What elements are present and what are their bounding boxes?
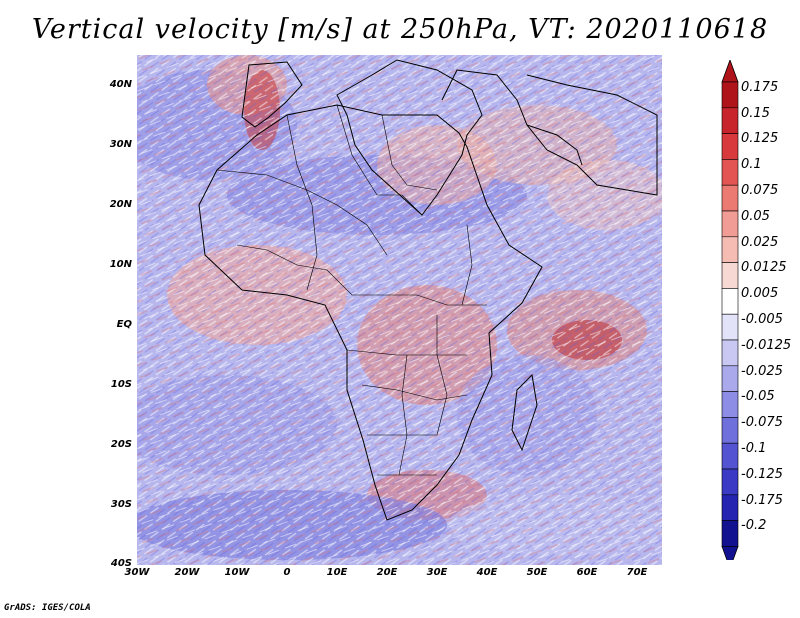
lat-label: 10N (109, 259, 132, 270)
lon-label: 70E (626, 567, 648, 578)
colorbar-label: -0.2 (741, 518, 767, 534)
colorbar-box (721, 81, 739, 109)
colorbar (721, 60, 739, 560)
colorbar-box (721, 262, 739, 289)
lat-label: 10S (110, 379, 132, 390)
colorbar-label: 0.005 (741, 286, 779, 302)
map-plot (137, 55, 662, 565)
colorbar-label: -0.175 (741, 492, 783, 508)
colorbar-box (721, 365, 739, 392)
colorbar-box (721, 288, 739, 315)
lon-label: 10E (326, 567, 348, 578)
lat-label: EQ (116, 319, 132, 330)
colorbar-label: 0.175 (741, 79, 779, 95)
lat-label: 20N (109, 199, 132, 210)
colorbar-label: 0.05 (741, 208, 770, 224)
colorbar-label: -0.025 (741, 363, 783, 379)
colorbar-label: 0.15 (741, 105, 770, 121)
coastlines (198, 59, 658, 521)
colorbar-box (721, 236, 739, 263)
colorbar-label: 0.1 (741, 157, 762, 173)
colorbar-label: -0.0125 (741, 337, 792, 353)
lat-label: 30S (110, 499, 132, 510)
colorbar-box (721, 313, 739, 341)
colorbar-label: -0.005 (741, 312, 783, 327)
colorbar-bottom-arrow (721, 545, 739, 560)
colorbar-label: 0.075 (741, 183, 779, 198)
plot-title: Vertical velocity [m/s] at 250hPa, VT: 2… (31, 14, 769, 45)
lon-label: 20W (174, 567, 200, 578)
colorbar-box (721, 133, 739, 160)
lat-label: 40S (110, 558, 132, 569)
colorbar-label: 0.125 (741, 131, 779, 147)
colorbar-label: -0.125 (741, 466, 783, 482)
lat-label: 40N (109, 79, 132, 90)
lon-label: 20E (376, 567, 398, 578)
lon-label: 50E (526, 567, 548, 578)
colorbar-top-arrow (721, 60, 739, 83)
lon-label: 10W (224, 567, 250, 578)
colorbar-box (721, 494, 739, 521)
colorbar-box (721, 184, 739, 212)
colorbar-box (721, 442, 739, 470)
credit-text: GrADS: IGES/COLA (4, 603, 91, 613)
colorbar-box (721, 159, 739, 186)
lon-label: 60E (576, 567, 598, 578)
colorbar-box (721, 107, 739, 134)
colorbar-box (721, 417, 739, 444)
colorbar-label: 0.025 (741, 234, 779, 250)
colorbar-box (721, 339, 739, 367)
lat-label: 20S (110, 439, 132, 450)
colorbar-label: -0.075 (741, 415, 783, 431)
colorbar-box (721, 210, 739, 238)
colorbar-label: -0.05 (741, 389, 775, 405)
colorbar-label: -0.1 (741, 441, 767, 456)
country-borders (216, 104, 487, 476)
colorbar-box (721, 520, 739, 547)
lon-label: 30W (124, 567, 150, 578)
colorbar-box (721, 391, 739, 418)
colorbar-label: 0.0125 (741, 260, 787, 276)
lat-label: 30N (109, 139, 132, 150)
lon-label: 40E (476, 567, 498, 578)
lon-label: 30E (426, 567, 448, 578)
colorbar-box (721, 468, 739, 496)
lon-label: 0 (283, 567, 291, 578)
